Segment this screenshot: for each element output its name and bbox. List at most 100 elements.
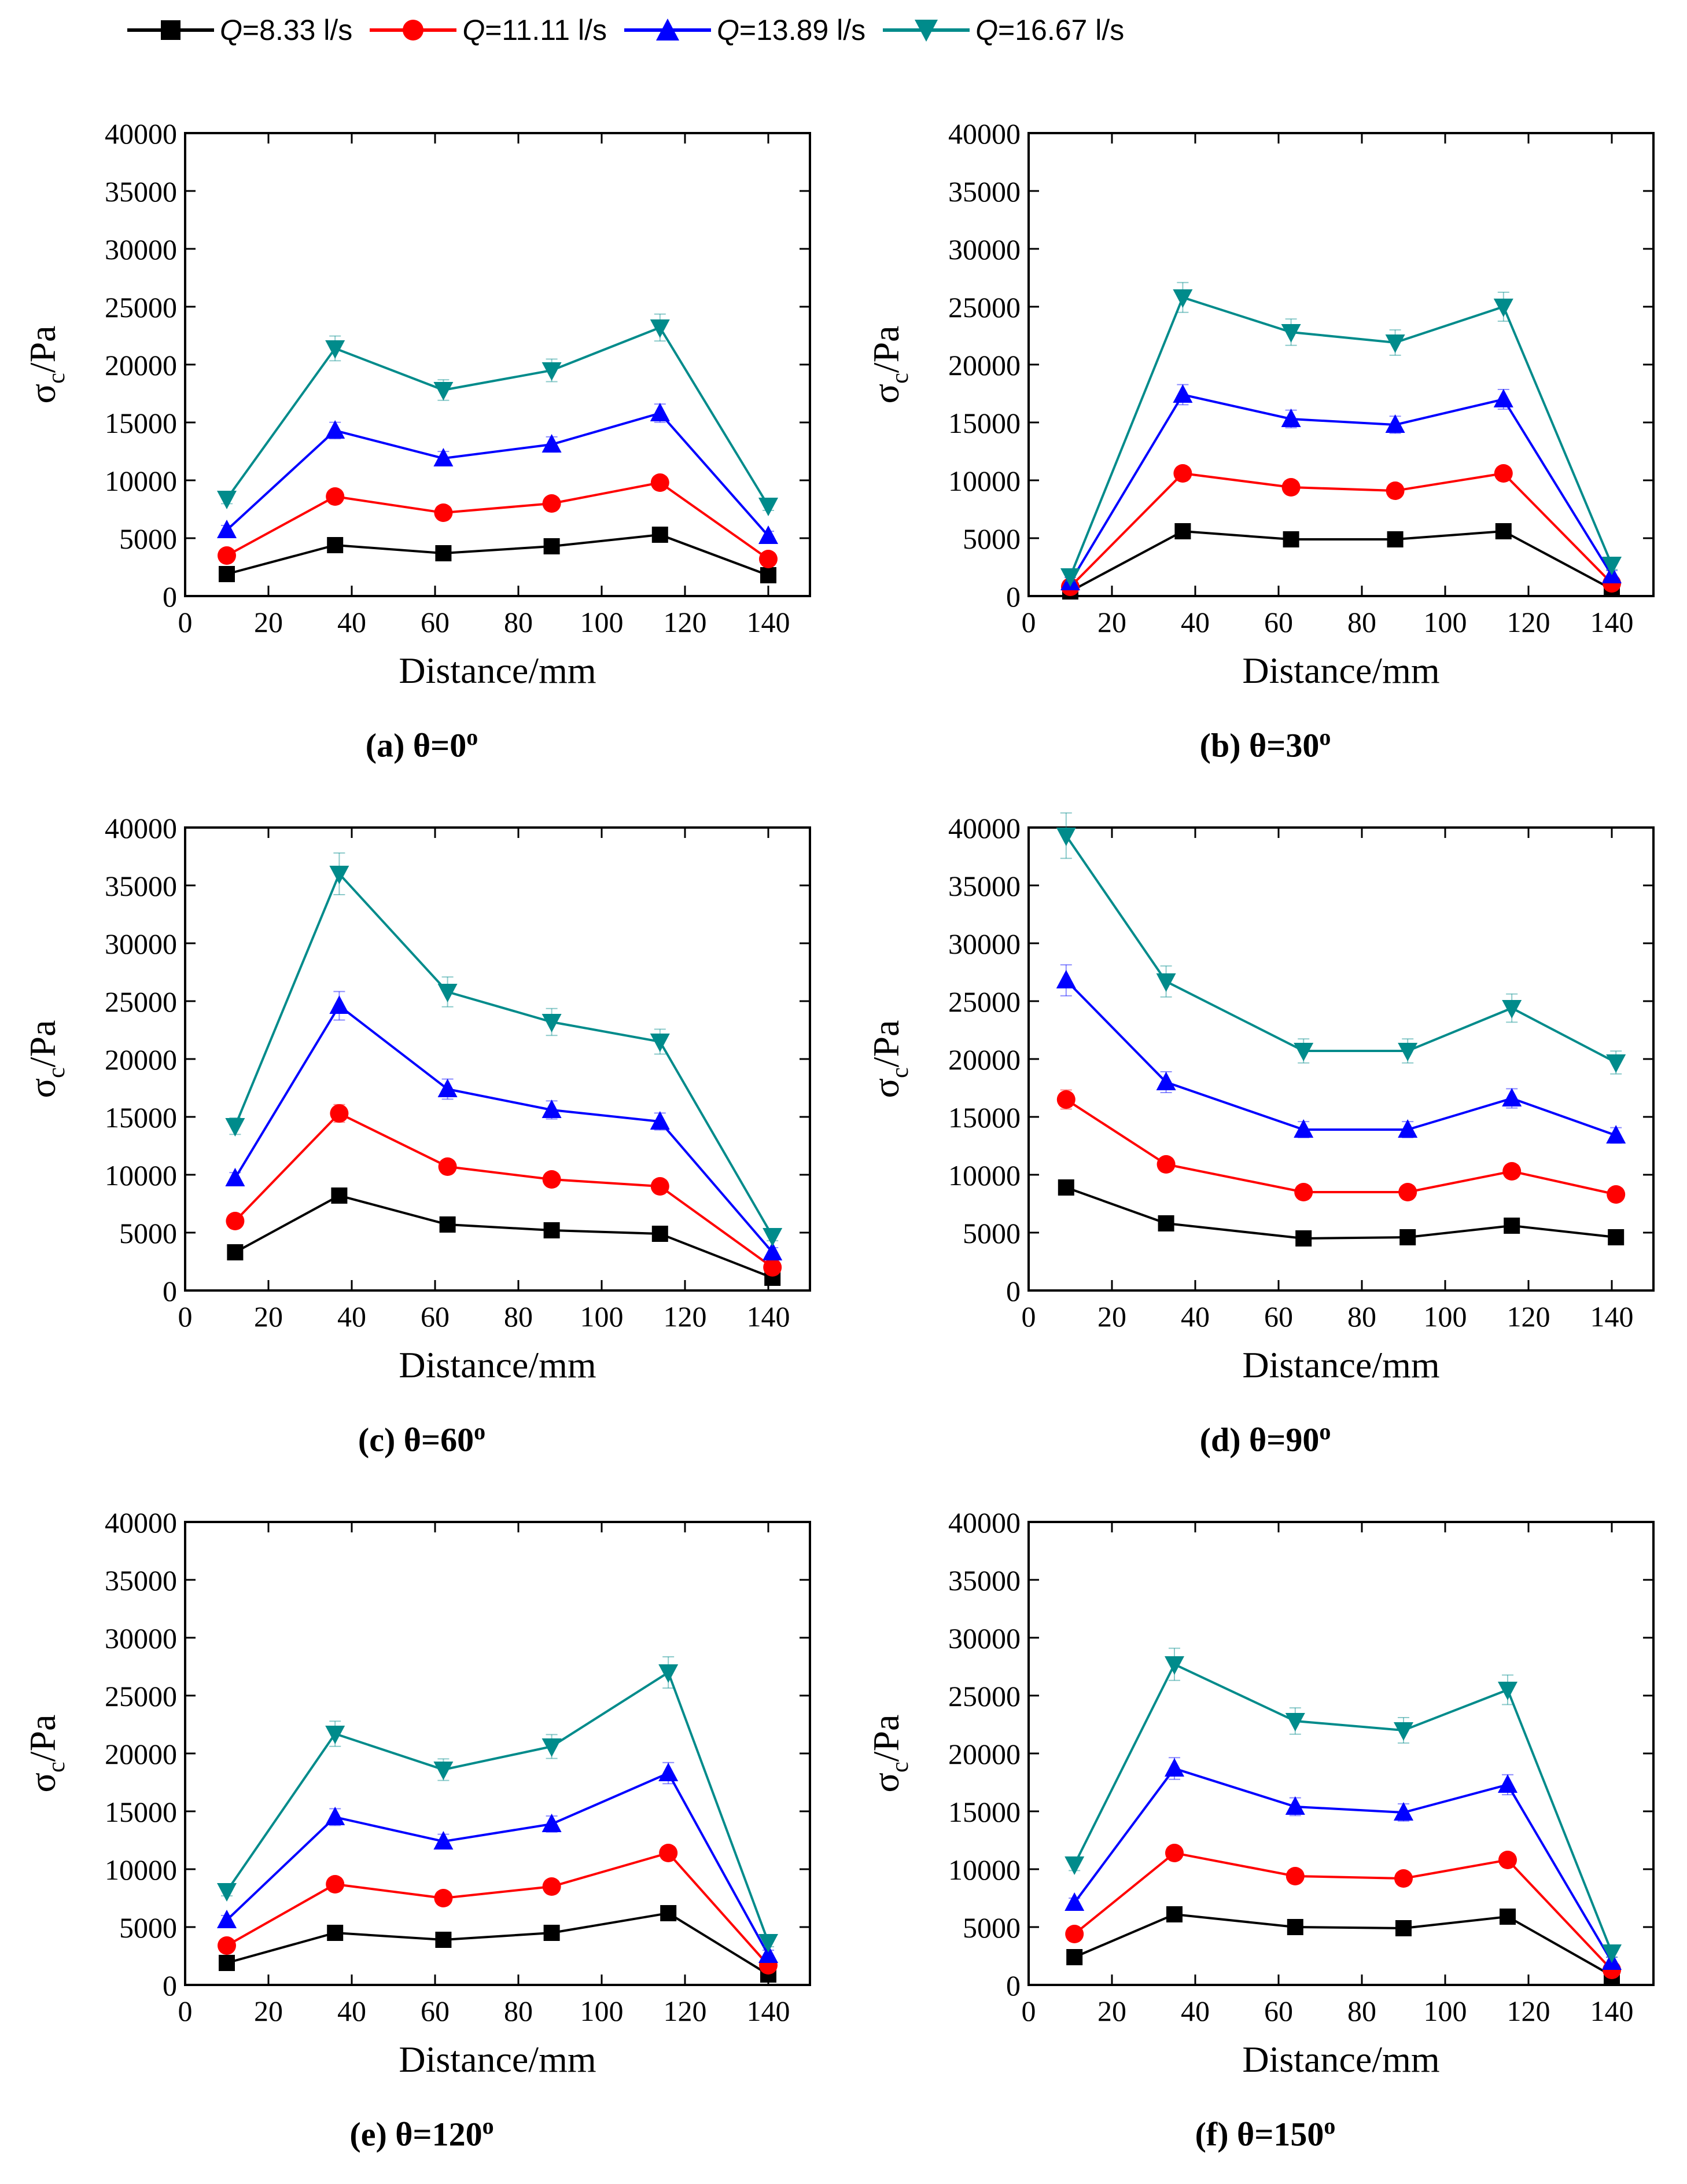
data-point bbox=[1385, 414, 1405, 433]
x-tick-label: 40 bbox=[337, 1995, 366, 2027]
data-point bbox=[658, 1763, 679, 1781]
chart-caption: (d) θ=90o bbox=[1199, 1418, 1331, 1459]
series-line bbox=[226, 533, 769, 576]
series-line bbox=[1074, 1913, 1612, 1977]
data-point bbox=[542, 1877, 561, 1896]
data-point bbox=[225, 1168, 245, 1186]
series-line bbox=[1069, 393, 1613, 583]
data-point bbox=[1498, 1682, 1517, 1700]
chart-caption: (a) θ=0o bbox=[365, 724, 478, 764]
y-tick-label: 25000 bbox=[105, 1680, 177, 1712]
series-line bbox=[226, 411, 769, 537]
x-tick-label: 120 bbox=[664, 1300, 707, 1333]
series-1 bbox=[1066, 1906, 1620, 1984]
chart-caption: (c) θ=60o bbox=[358, 1418, 486, 1459]
data-point bbox=[1064, 1856, 1085, 1875]
x-tick-label: 20 bbox=[1097, 1300, 1126, 1333]
data-point bbox=[1281, 409, 1301, 427]
series-4 bbox=[225, 852, 783, 1247]
data-point bbox=[1504, 1218, 1520, 1234]
data-point bbox=[1494, 464, 1513, 483]
data-point bbox=[658, 1664, 679, 1683]
x-tick-label: 20 bbox=[1097, 1995, 1126, 2027]
y-axis-symbol: σ bbox=[22, 1078, 63, 1098]
data-point bbox=[542, 1100, 562, 1118]
data-point bbox=[542, 1814, 562, 1832]
data-point bbox=[542, 494, 561, 513]
data-point bbox=[433, 1762, 454, 1780]
y-tick-label: 35000 bbox=[948, 1564, 1021, 1597]
y-tick-label: 15000 bbox=[948, 1796, 1021, 1828]
data-point bbox=[650, 319, 670, 338]
y-tick-label: 0 bbox=[163, 580, 177, 613]
chart-panel-c: 0 5000 10000 15000 20000 25000 30000 35000 40000… bbox=[0, 781, 844, 1464]
x-tick-label: 20 bbox=[254, 1995, 283, 2027]
series-4 bbox=[1056, 812, 1626, 1075]
x-tick-label: 40 bbox=[337, 606, 366, 638]
x-tick-label: 20 bbox=[1097, 606, 1126, 638]
chart-caption: (f) θ=150o bbox=[1195, 2113, 1336, 2153]
data-point bbox=[1281, 478, 1301, 497]
data-point bbox=[758, 1934, 778, 1953]
data-point bbox=[650, 473, 669, 492]
legend-item-q1667: Q=16.67 l/s bbox=[883, 13, 1124, 47]
data-point bbox=[758, 525, 778, 544]
data-point bbox=[1498, 1851, 1517, 1869]
data-point bbox=[325, 340, 345, 359]
series-3 bbox=[225, 991, 783, 1260]
data-point bbox=[329, 866, 349, 884]
x-tick-label: 140 bbox=[747, 1995, 790, 2027]
data-point bbox=[437, 984, 458, 1002]
series-line bbox=[234, 872, 773, 1237]
x-tick-label: 100 bbox=[1424, 606, 1467, 638]
x-tick-label: 60 bbox=[1264, 606, 1293, 638]
plot-frame bbox=[1027, 826, 1655, 1292]
y-tick-label: 25000 bbox=[948, 986, 1021, 1018]
series-3 bbox=[1060, 384, 1622, 590]
series-2 bbox=[1061, 464, 1621, 596]
series-line bbox=[226, 1670, 769, 1943]
series-line bbox=[1065, 1098, 1616, 1196]
y-axis-unit: /Pa bbox=[865, 326, 907, 373]
x-tick-label: 80 bbox=[1347, 606, 1376, 638]
data-point bbox=[1395, 1920, 1412, 1936]
data-point bbox=[1602, 557, 1622, 575]
x-axis-label: Distance/mm bbox=[1242, 2039, 1439, 2080]
data-point bbox=[1285, 1867, 1305, 1885]
chart-caption: (b) θ=30o bbox=[1199, 724, 1331, 764]
data-point bbox=[331, 1187, 348, 1204]
y-axis-label: σc/Pa bbox=[865, 1020, 914, 1098]
series-line bbox=[226, 481, 769, 560]
series-1 bbox=[1062, 523, 1620, 600]
y-axis-subscript: c bbox=[43, 1762, 70, 1773]
plot-frame bbox=[1027, 132, 1655, 597]
x-tick-label: 80 bbox=[1347, 1300, 1376, 1333]
data-point bbox=[330, 1104, 349, 1123]
x-tick-label: 0 bbox=[1022, 606, 1036, 638]
y-tick-label: 25000 bbox=[948, 1680, 1021, 1712]
series-1 bbox=[219, 527, 776, 583]
y-tick-label: 25000 bbox=[105, 986, 177, 1018]
data-point bbox=[227, 1244, 244, 1260]
chart-panel-a: 0 5000 10000 15000 20000 25000 30000 35000 40000… bbox=[0, 87, 844, 770]
x-tick-label: 100 bbox=[1424, 1300, 1467, 1333]
y-axis-label: σc/Pa bbox=[22, 1715, 70, 1793]
data-point bbox=[542, 1170, 561, 1189]
data-point bbox=[219, 1955, 235, 1971]
legend-swatch-triangle-up bbox=[624, 19, 712, 41]
y-tick-label: 5000 bbox=[963, 523, 1021, 555]
data-point bbox=[433, 448, 454, 466]
data-point bbox=[1173, 289, 1193, 308]
series-line bbox=[1065, 979, 1616, 1137]
x-tick-label: 100 bbox=[1424, 1995, 1467, 2027]
y-tick-label: 15000 bbox=[105, 1796, 177, 1828]
x-tick-label: 60 bbox=[1264, 1995, 1293, 2027]
y-tick-label: 10000 bbox=[105, 1159, 177, 1192]
data-point bbox=[329, 995, 349, 1014]
series-1 bbox=[219, 1905, 776, 1983]
y-tick-label: 30000 bbox=[948, 1622, 1021, 1654]
data-point bbox=[1498, 1774, 1517, 1793]
y-tick-label: 15000 bbox=[105, 407, 177, 439]
x-tick-label: 40 bbox=[337, 1300, 366, 1333]
x-tick-label: 140 bbox=[1590, 1995, 1634, 2027]
